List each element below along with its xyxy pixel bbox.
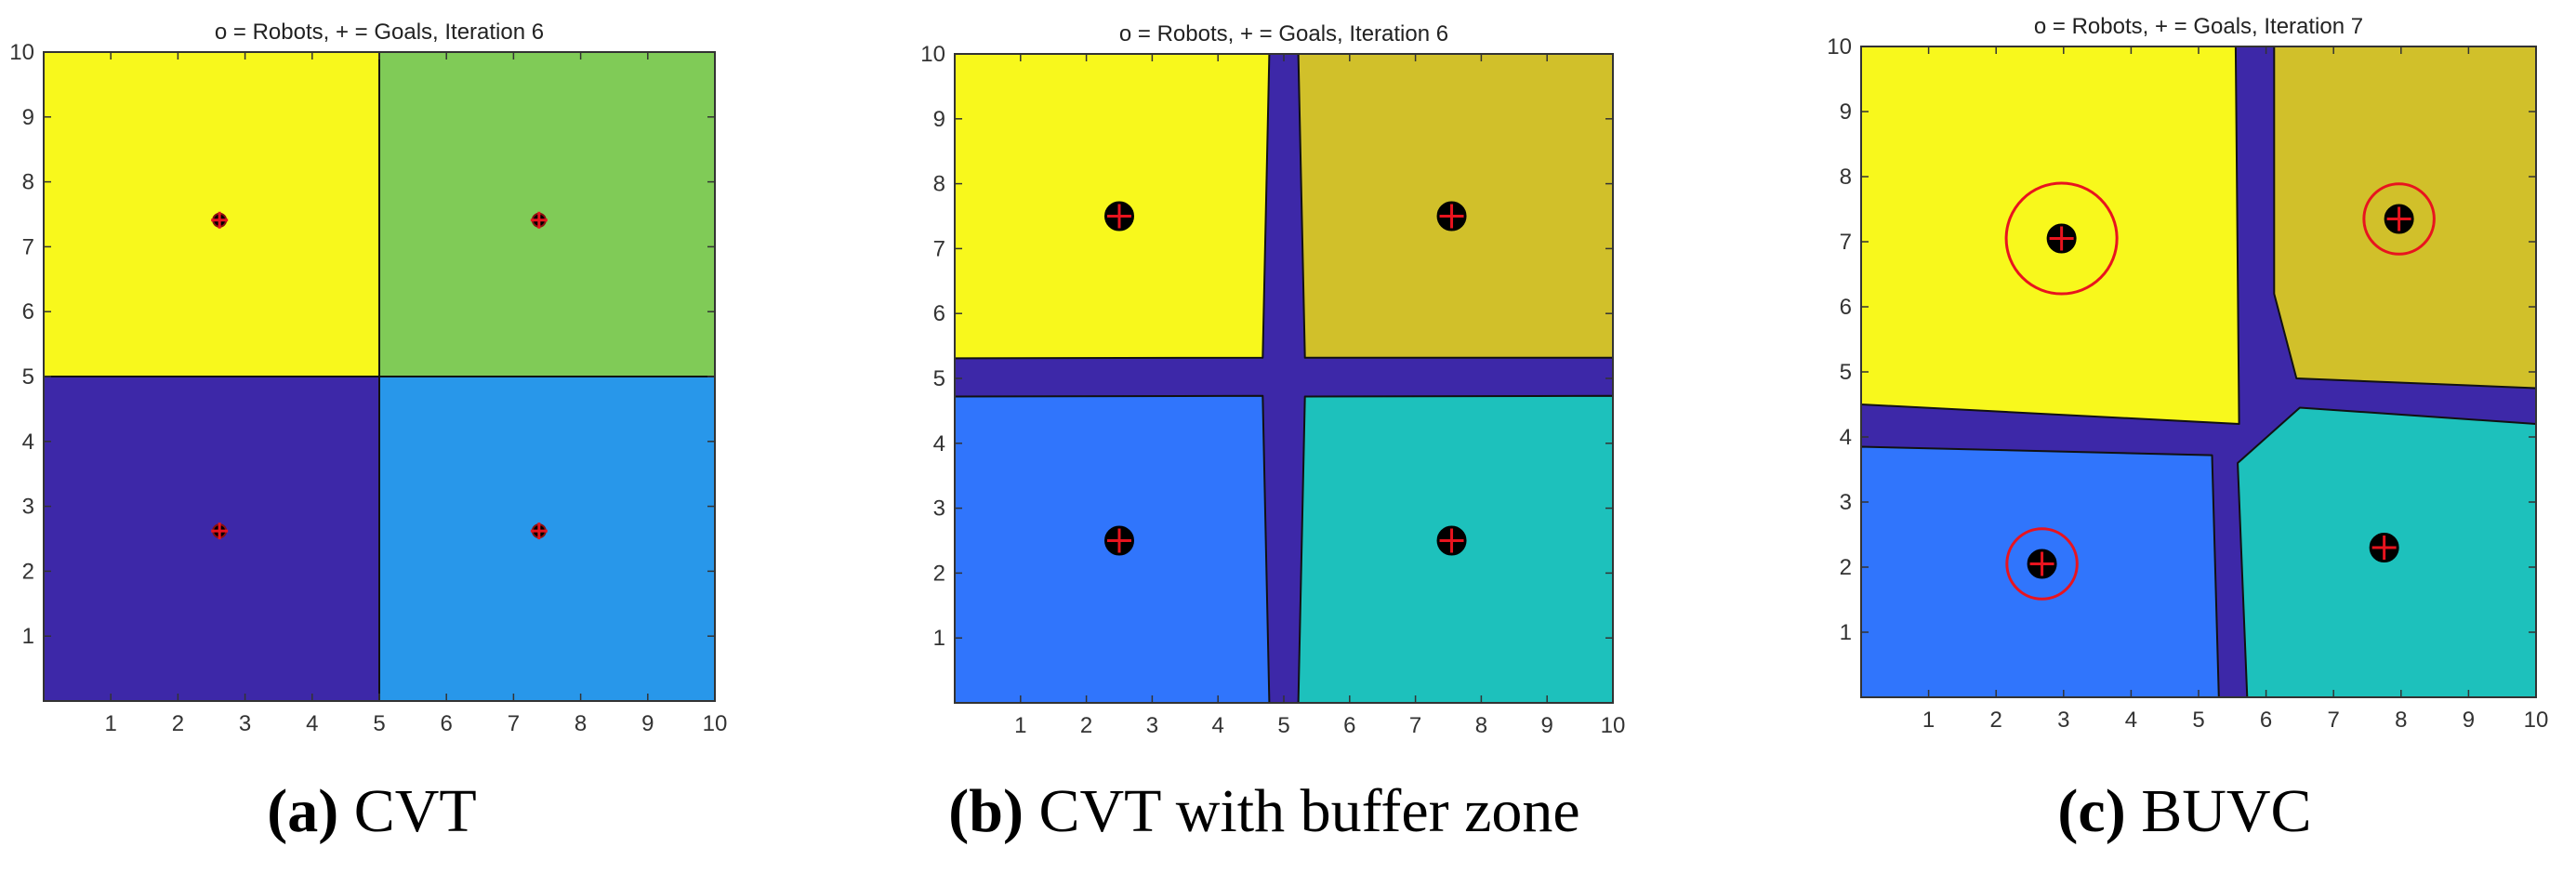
goal-marker <box>2371 536 2397 560</box>
x-tick-label: 1 <box>105 711 117 736</box>
voronoi-cell-2 <box>378 51 716 377</box>
caption-a: (a) CVT <box>0 776 744 847</box>
y-tick-label: 8 <box>1840 165 1852 190</box>
x-tick-label: 7 <box>1409 713 1421 738</box>
y-tick-label: 3 <box>1840 490 1852 515</box>
y-tick-label: 5 <box>22 364 34 390</box>
y-tick-label: 10 <box>1827 34 1852 60</box>
y-tick-label: 5 <box>933 366 945 391</box>
goal-marker <box>1439 204 1464 229</box>
y-tick-label: 8 <box>22 170 34 195</box>
goal-marker <box>530 211 548 229</box>
x-tick-label: 5 <box>1277 713 1289 738</box>
y-tick-label: 2 <box>933 561 945 586</box>
y-tick-label: 8 <box>933 172 945 197</box>
caption-a-tag: (a) <box>267 777 339 845</box>
panel-c: o = Robots, + = Goals, Iteration 7 1 2 3 4 5 6… <box>1813 0 2556 845</box>
x-tick-label: 3 <box>239 711 251 736</box>
caption-b: (b) CVT with buffer zone <box>799 776 1729 847</box>
y-tick-label: 9 <box>1840 99 1852 125</box>
x-tick-label: 9 <box>2463 708 2475 733</box>
voronoi-cell-3 <box>43 376 380 702</box>
y-tick-label: 2 <box>1840 555 1852 580</box>
goal-marker <box>1439 528 1464 553</box>
x-tick-label: 5 <box>373 711 385 736</box>
y-tick-label: 4 <box>22 430 34 455</box>
x-tick-label: 9 <box>1541 713 1553 738</box>
y-tick-label: 9 <box>22 105 34 130</box>
x-tick-label: 8 <box>2395 708 2407 733</box>
goal-marker <box>1107 528 1131 553</box>
x-tick-label: 6 <box>441 711 453 736</box>
x-tick-label: 4 <box>1212 713 1224 738</box>
chart-title: o = Robots, + = Goals, Iteration 6 <box>1119 21 1448 46</box>
x-tick-label: 7 <box>2328 708 2340 733</box>
x-tick-label: 2 <box>1080 713 1092 738</box>
safety-ring <box>2004 181 2119 296</box>
safety-ring <box>2005 527 2079 601</box>
x-tick-label: 10 <box>703 711 728 736</box>
y-tick-label: 6 <box>933 301 945 326</box>
y-tick-label: 1 <box>933 626 945 651</box>
y-tick-label: 5 <box>1840 360 1852 385</box>
y-tick-label: 7 <box>1840 230 1852 255</box>
x-tick-label: 5 <box>2192 708 2204 733</box>
y-tick-label: 3 <box>22 495 34 520</box>
y-tick-label: 7 <box>933 236 945 261</box>
caption-c-tag: (c) <box>2057 777 2126 845</box>
x-tick-label: 10 <box>1601 713 1626 738</box>
y-tick-label: 1 <box>22 624 34 649</box>
y-tick-label: 10 <box>920 42 945 67</box>
caption-c: (c) BUVC <box>1813 776 2556 847</box>
caption-a-text: CVT <box>353 777 477 845</box>
x-tick-label: 3 <box>2057 708 2069 733</box>
voronoi-cell-4 <box>378 376 716 702</box>
x-tick-label: 6 <box>2260 708 2272 733</box>
y-tick-label: 2 <box>22 559 34 584</box>
x-tick-label: 2 <box>1990 708 2002 733</box>
y-tick-label: 4 <box>1840 425 1852 450</box>
chart-cvt-buffer: o = Robots, + = Goals, Iteration 6 1 2 3 4 5 6… <box>920 21 1626 738</box>
x-tick-label: 4 <box>2125 708 2137 733</box>
x-tick-label: 6 <box>1343 713 1355 738</box>
caption-b-tag: (b) <box>948 777 1024 845</box>
x-tick-label: 1 <box>1922 708 1935 733</box>
caption-c-text: BUVC <box>2141 777 2312 845</box>
safety-ring <box>2362 182 2436 256</box>
caption-b-text: CVT with buffer zone <box>1038 777 1580 845</box>
chart-cvt: o = Robots, + = Goals, Iteration 6 1 2 3 4 5 6… <box>9 20 728 736</box>
goal-marker <box>1107 204 1131 229</box>
x-tick-label: 8 <box>575 711 587 736</box>
goal-marker <box>530 522 548 540</box>
y-tick-label: 3 <box>933 496 945 522</box>
y-tick-label: 6 <box>22 299 34 324</box>
y-tick-label: 7 <box>22 234 34 259</box>
x-tick-label: 1 <box>1014 713 1026 738</box>
goal-marker <box>2029 551 2054 576</box>
x-tick-label: 9 <box>641 711 654 736</box>
panel-a: o = Robots, + = Goals, Iteration 6 1 2 3 4 5 6… <box>0 0 744 845</box>
chart-title: o = Robots, + = Goals, Iteration 6 <box>215 20 544 45</box>
panel-b: o = Robots, + = Goals, Iteration 6 1 2 3 4 5 6… <box>892 0 1636 845</box>
y-tick-label: 9 <box>933 107 945 132</box>
y-tick-label: 10 <box>9 40 34 65</box>
chart-buvc: o = Robots, + = Goals, Iteration 7 1 2 3 4 5 6… <box>1827 14 2549 733</box>
goal-marker <box>2049 226 2074 251</box>
goal-marker <box>211 522 229 540</box>
x-tick-label: 10 <box>2524 708 2549 733</box>
y-tick-label: 1 <box>1840 620 1852 645</box>
y-tick-label: 6 <box>1840 295 1852 320</box>
chart-title: o = Robots, + = Goals, Iteration 7 <box>2034 14 2363 39</box>
x-tick-label: 2 <box>172 711 184 736</box>
goal-marker <box>211 211 229 229</box>
x-tick-label: 8 <box>1475 713 1487 738</box>
goal-marker <box>2386 206 2411 231</box>
y-tick-label: 4 <box>933 431 945 456</box>
x-tick-label: 7 <box>508 711 520 736</box>
voronoi-cell-1 <box>43 51 380 377</box>
x-tick-label: 3 <box>1146 713 1158 738</box>
x-tick-label: 4 <box>306 711 318 736</box>
